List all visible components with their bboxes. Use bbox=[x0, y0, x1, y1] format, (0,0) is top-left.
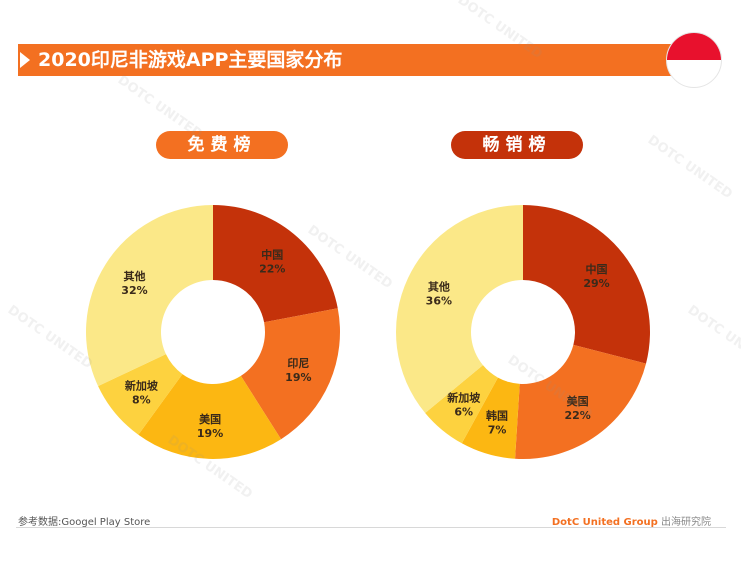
page-title: 2020印尼非游戏APP主要国家分布 bbox=[38, 49, 343, 71]
slice-category-label: 韩国 bbox=[486, 408, 508, 422]
donut-slice bbox=[85, 205, 213, 387]
slice-category-label: 其他 bbox=[123, 269, 145, 283]
slice-value-label: 29% bbox=[583, 277, 609, 290]
slice-category-label: 新加坡 bbox=[125, 378, 159, 392]
brand-suffix: 出海研究院 bbox=[657, 517, 711, 528]
donut-slice bbox=[395, 205, 523, 413]
slice-category-label: 新加坡 bbox=[447, 391, 481, 405]
donut-slice bbox=[98, 354, 183, 435]
donut-slice bbox=[523, 205, 650, 364]
play-arrow-icon bbox=[20, 52, 30, 68]
title-bar bbox=[18, 44, 676, 76]
footer-divider bbox=[16, 527, 726, 528]
brand-footer: DotC United Group 出海研究院 bbox=[552, 513, 711, 528]
slice-category-label: 印尼 bbox=[287, 357, 309, 370]
slice-value-label: 6% bbox=[454, 406, 473, 419]
data-source: 参考数据:Googel Play Store bbox=[18, 517, 151, 528]
slice-category-label: 其他 bbox=[428, 279, 450, 293]
slice-value-label: 22% bbox=[564, 409, 590, 422]
donut-slice bbox=[240, 308, 340, 440]
donut-slice bbox=[425, 365, 498, 444]
slice-category-label: 美国 bbox=[567, 394, 589, 408]
brand-name: DotC United Group bbox=[551, 517, 658, 528]
donut-slice bbox=[461, 377, 520, 459]
slice-category-label: 中国 bbox=[261, 247, 283, 261]
indonesia-flag-icon bbox=[666, 32, 722, 88]
slice-value-label: 22% bbox=[259, 262, 285, 275]
slice-value-label: 7% bbox=[488, 423, 507, 436]
slice-category-label: 美国 bbox=[199, 412, 221, 426]
donut-slice bbox=[515, 344, 647, 460]
slice-value-label: 8% bbox=[132, 393, 151, 406]
donut-slice bbox=[138, 374, 282, 459]
slice-value-label: 19% bbox=[197, 427, 223, 440]
donut-slice bbox=[213, 205, 338, 323]
slice-category-label: 中国 bbox=[585, 262, 607, 276]
slice-value-label: 32% bbox=[121, 284, 147, 297]
donut-inner-ring bbox=[465, 274, 581, 390]
sales-chart-title: 畅销榜 bbox=[451, 131, 583, 159]
free-chart-title: 免费榜 bbox=[156, 131, 288, 159]
slice-value-label: 19% bbox=[285, 371, 311, 384]
donut-inner-ring bbox=[155, 274, 271, 390]
slice-value-label: 36% bbox=[426, 294, 452, 307]
